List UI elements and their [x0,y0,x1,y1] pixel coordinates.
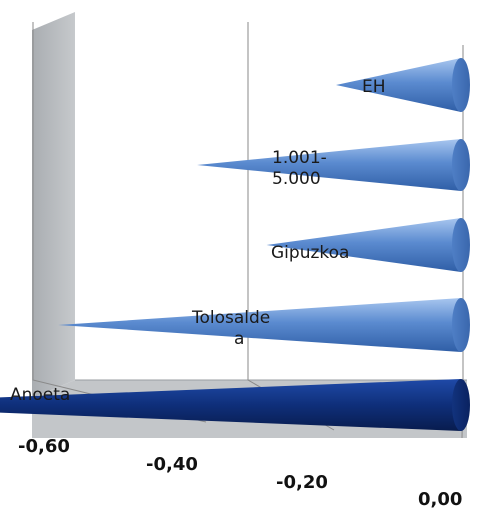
side-wall [32,12,75,398]
tick-label-1: -0,40 [146,454,198,475]
cone-3 [58,298,470,352]
cone-base-3 [452,298,470,352]
category-label-3: Tolosalde a [191,308,270,349]
cone-series [0,58,470,431]
tick-label-0: -0,60 [18,436,70,457]
cone-base-4 [452,379,470,431]
category-label-0: EH [362,77,386,97]
cone-body-0 [335,58,461,112]
category-label-2: Gipuzkoa [271,243,349,263]
tick-label-2: -0,20 [276,472,328,493]
category-labels: EH 1.001-5.000 Gipuzkoa Tolosalde a Anoeta [10,77,386,405]
cone-base-0 [452,58,470,112]
gridline-2 [247,22,335,431]
category-label-1: 1.001-5.000 [272,148,327,189]
tick-label-3: 0,00 [418,489,462,510]
cone-body-3 [58,298,462,352]
cone-body-2 [266,218,461,272]
cone-4 [0,379,470,431]
cone-body-1 [197,139,461,191]
tick-labels: -0,60 -0,40 -0,20 0,00 [18,436,462,510]
cone-0 [335,58,470,112]
cone-1 [197,139,470,191]
category-label-4: Anoeta [10,385,70,405]
cone-2 [266,218,470,272]
cone-body-4 [0,379,461,431]
cone-base-2 [452,218,470,272]
cone-base-1 [452,139,470,191]
